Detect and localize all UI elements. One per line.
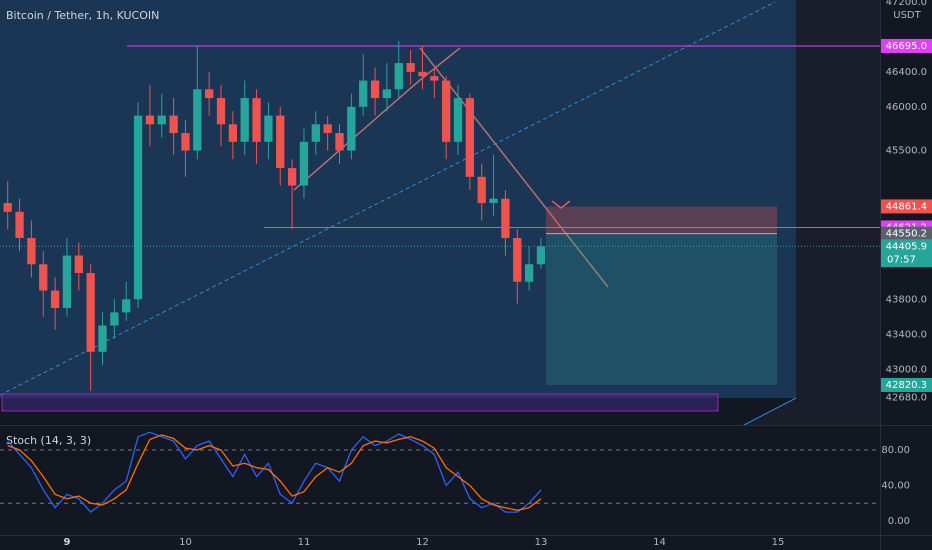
- candle-body: [193, 89, 202, 151]
- candle-body: [501, 198, 510, 239]
- candle-body: [276, 115, 285, 169]
- price-tag: [881, 226, 932, 241]
- x-tick-label: 11: [298, 537, 311, 548]
- candle-body: [50, 290, 60, 309]
- x-tick-label: 14: [653, 537, 666, 548]
- candle-body: [382, 89, 392, 99]
- candle-body: [98, 325, 107, 352]
- y-tick-label: 43400.0: [886, 329, 927, 340]
- candle-body: [205, 89, 214, 99]
- stoch-tick-label: 0.00: [888, 516, 910, 527]
- x-tick-label: 15: [772, 537, 785, 548]
- x-tick-label: 9: [63, 537, 70, 548]
- trend-line: [0, 1, 776, 396]
- candle-body: [264, 115, 273, 142]
- y-tick-label: 43800.0: [886, 294, 927, 305]
- symbol-title: Bitcoin / Tether, 1h, KUCOIN: [6, 9, 159, 22]
- candle-body: [27, 238, 36, 265]
- plot: [3, 41, 546, 392]
- candle-body: [465, 98, 475, 177]
- candle-body: [15, 211, 24, 239]
- candle-body: [394, 63, 403, 90]
- candle-body: [323, 124, 332, 134]
- candle-body: [110, 312, 119, 326]
- stoch-line: [7, 431, 542, 513]
- channel-line: [419, 47, 609, 288]
- stoch-line: [7, 434, 542, 511]
- candle-body: [536, 246, 546, 265]
- price-tag-label: 44861.4: [886, 201, 927, 212]
- price-tag: [881, 199, 932, 214]
- candle-body: [3, 203, 12, 212]
- stoch-tick-label: 40.00: [881, 480, 910, 491]
- y-tick-label: 42680.0: [886, 392, 927, 403]
- x-tick-label: 13: [535, 537, 548, 548]
- candle-body: [347, 106, 356, 151]
- target-zone: [546, 233, 777, 385]
- candle-body: [418, 71, 427, 77]
- y-tick-label: 46000.0: [886, 102, 927, 113]
- candle-body: [442, 80, 451, 142]
- candle-body: [216, 98, 226, 125]
- price-tag: [881, 377, 932, 392]
- edge-line: [743, 397, 797, 426]
- price-tag-label: 44405.9: [886, 241, 927, 252]
- shading-edge: [744, 0, 880, 425]
- support-zone: [1, 393, 719, 412]
- price-tag-label: 46695.0: [886, 41, 927, 52]
- price-tag: [881, 39, 932, 54]
- candle-body: [311, 124, 320, 142]
- candle-body: [169, 115, 178, 134]
- candle-body: [335, 133, 344, 151]
- y-tick-label: 45500.0: [886, 146, 927, 157]
- chevron: [551, 200, 571, 209]
- candle-body: [299, 141, 309, 186]
- candle-body: [86, 273, 95, 352]
- candle-body: [513, 238, 522, 282]
- indicator-title: Stoch (14, 3, 3): [6, 434, 91, 447]
- candle-body: [370, 80, 380, 99]
- candle-body: [252, 98, 261, 142]
- channel-line: [293, 47, 461, 191]
- candle-body: [524, 264, 534, 282]
- candle-body: [133, 115, 143, 300]
- candle-body: [406, 63, 415, 72]
- stoch-tick-label: 80.00: [881, 445, 910, 456]
- price-tag-label: 44550.2: [886, 229, 927, 240]
- candle-body: [62, 255, 72, 309]
- countdown: 07:57: [887, 254, 916, 265]
- candle-body: [477, 176, 486, 204]
- candle-body: [157, 115, 166, 125]
- x-tick-label: 10: [179, 537, 192, 548]
- candle-body: [359, 80, 368, 107]
- candle-body: [430, 76, 439, 81]
- candle-body: [240, 98, 249, 142]
- candle-body: [122, 299, 131, 313]
- price-tag: [881, 239, 932, 268]
- candle-body: [39, 264, 48, 291]
- candle-body: [489, 198, 498, 204]
- stop-zone: [546, 206, 777, 234]
- y-tick-label: 47200.0: [886, 0, 927, 8]
- y-tick-label: 43000.0: [886, 364, 927, 375]
- x-tick-label: 12: [416, 537, 429, 548]
- candle-body: [74, 255, 83, 274]
- y-tick-label: 46400.0: [886, 67, 927, 78]
- price-tag-label: 42820.3: [886, 380, 927, 391]
- currency: USDT: [893, 10, 921, 21]
- candle-body: [228, 124, 238, 142]
- candle-body: [145, 115, 155, 125]
- candle-body: [181, 133, 190, 151]
- candle-body: [287, 168, 297, 186]
- candle-body: [453, 98, 463, 142]
- overlays: [0, 45, 880, 385]
